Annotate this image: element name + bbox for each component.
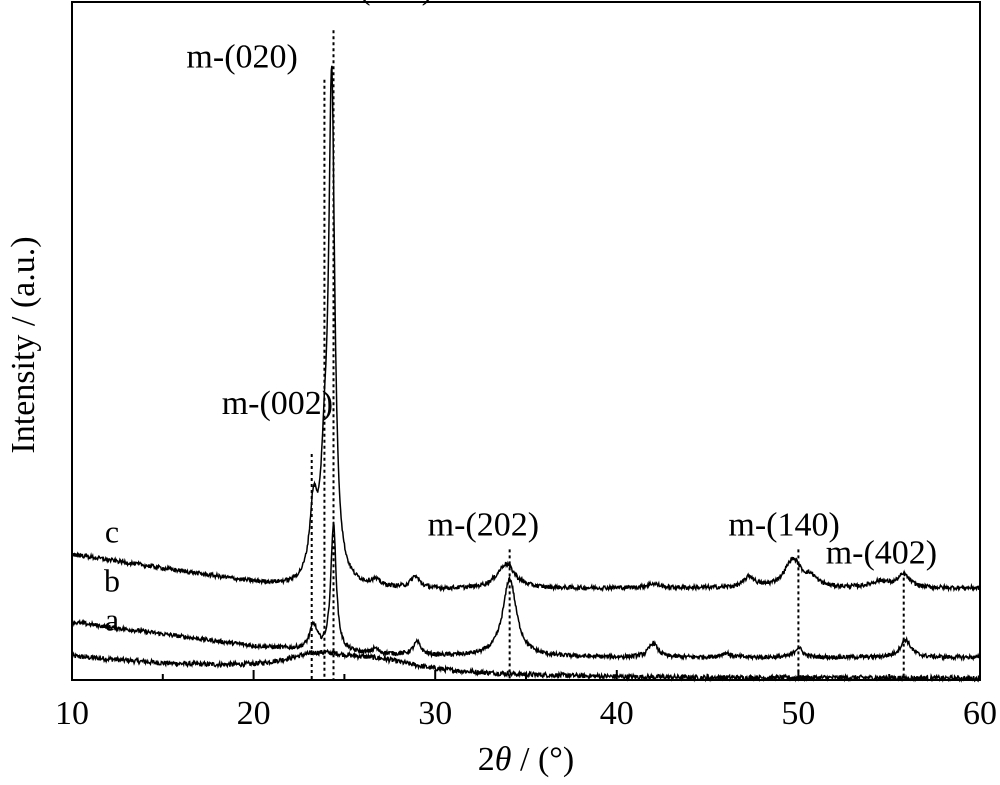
x-axis-label-theta: θ	[495, 741, 512, 778]
curve-label-b: b	[104, 563, 120, 599]
x-tick-label: 20	[237, 695, 271, 732]
y-axis-label: Intensity / (a.u.)	[5, 236, 42, 453]
x-tick-label: 40	[600, 695, 634, 732]
peak-annotation: m-(202)	[428, 506, 539, 543]
series-a-line	[71, 648, 981, 683]
curve-label-a: a	[105, 602, 119, 638]
x-axis-label-suffix: / (°)	[512, 741, 575, 778]
peak-annotation: m-(140)	[728, 506, 839, 543]
series-b-line	[71, 521, 981, 662]
x-axis-label-prefix: 2	[478, 741, 495, 778]
peak-annotation: m-(020)	[186, 39, 297, 76]
labels-layer: 10 20 30 40 50 60 m-(002) m-(020) m-(200) m-(202)…	[55, 0, 997, 732]
curve-label-c: c	[105, 513, 119, 549]
x-axis-label: 2θ / (°)	[478, 741, 574, 778]
peak-annotation: m-(200)	[322, 0, 433, 6]
x-tick-label: 30	[418, 695, 452, 732]
plot-frame	[71, 1, 981, 681]
series-c-line	[71, 65, 981, 593]
reference-lines	[310, 30, 905, 680]
series-layer	[71, 65, 981, 683]
x-tick-label: 50	[781, 695, 815, 732]
x-tick-label: 60	[963, 695, 997, 732]
peak-annotation: m-(002)	[222, 385, 333, 422]
peak-annotation: m-(402)	[826, 535, 937, 572]
x-tick-label: 10	[55, 695, 89, 732]
